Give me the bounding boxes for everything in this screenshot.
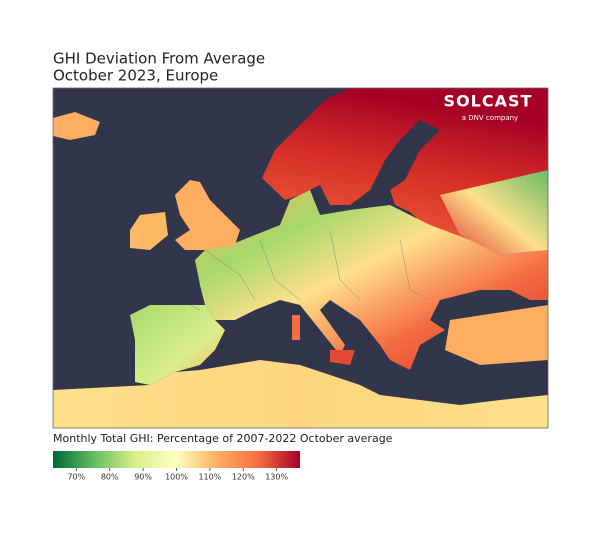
colorbar-tick-label: 110% <box>198 473 221 482</box>
map-frame <box>52 87 549 429</box>
title: GHI Deviation From Average <box>53 50 265 68</box>
great-britain <box>175 180 240 250</box>
continental-europe <box>195 190 548 370</box>
logo-tagline: a DNV company <box>462 114 518 122</box>
eastern-europe <box>440 170 548 255</box>
north-africa <box>53 360 548 428</box>
subtitle: October 2023, Europe <box>53 67 218 85</box>
logo-name: SOLCAST <box>444 92 533 111</box>
colorbar-tick-label: 100% <box>165 473 188 482</box>
corsica-sardinia <box>292 315 300 340</box>
colorbar-tick-label: 70% <box>67 473 85 482</box>
colorbar-tick-label: 90% <box>134 473 152 482</box>
borders <box>189 229 431 311</box>
colorbar-tick-label: 80% <box>101 473 119 482</box>
iceland <box>53 112 100 140</box>
colorbar-tick-label: 120% <box>232 473 255 482</box>
colorbar-label: Monthly Total GHI: Percentage of 2007-20… <box>53 432 393 445</box>
iberia <box>130 305 225 385</box>
turkey <box>445 305 548 365</box>
colorbar <box>53 451 300 468</box>
map: SOLCAST a DNV company <box>53 88 548 428</box>
colorbar-tick-label: 130% <box>265 473 288 482</box>
sicily <box>330 350 355 365</box>
ireland <box>130 212 168 250</box>
